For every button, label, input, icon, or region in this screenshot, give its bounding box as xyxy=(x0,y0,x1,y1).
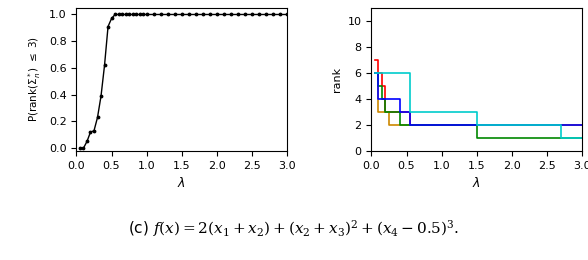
Y-axis label: P(rank($\Sigma_n^*$) $\leq$ 3): P(rank($\Sigma_n^*$) $\leq$ 3) xyxy=(26,36,44,122)
X-axis label: $\lambda$: $\lambda$ xyxy=(472,176,481,190)
Y-axis label: rank: rank xyxy=(332,67,342,92)
X-axis label: $\lambda$: $\lambda$ xyxy=(178,176,186,190)
Text: (c) $f(x) = 2(x_1 + x_2) + (x_2 + x_3)^2 + (x_4 - 0.5)^3$.: (c) $f(x) = 2(x_1 + x_2) + (x_2 + x_3)^2… xyxy=(128,218,460,239)
